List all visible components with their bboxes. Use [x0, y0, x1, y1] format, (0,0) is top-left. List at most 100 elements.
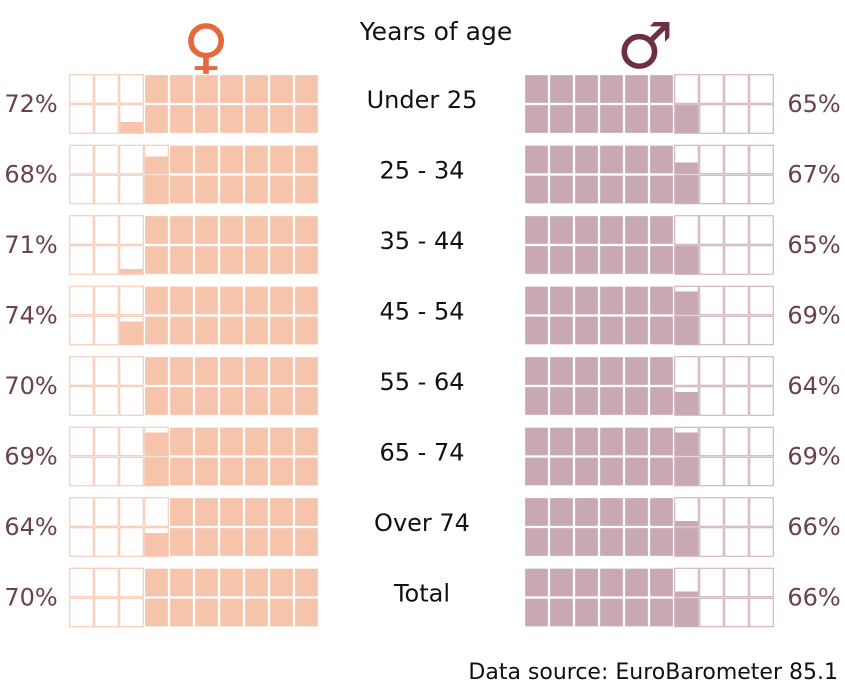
waffle-cell-border: [268, 355, 295, 387]
waffle-cell-border: [268, 174, 295, 205]
male-waffle: [523, 496, 775, 558]
waffle-cell-border: [523, 426, 550, 457]
waffle-cell-border: [648, 456, 675, 487]
waffle-empty-cell: [724, 356, 749, 386]
waffle-cell-border: [193, 103, 220, 135]
waffle-empty-cell: [749, 245, 774, 275]
waffle-cell-border: [218, 315, 245, 346]
waffle-cell-border: [243, 385, 270, 417]
waffle-empty-cell: [94, 356, 119, 386]
waffle-cell-border: [723, 526, 750, 558]
waffle-empty-cell: [674, 386, 699, 416]
waffle-empty-cell: [69, 497, 94, 527]
waffle-empty-cell: [119, 356, 144, 386]
waffle-cell-border: [193, 567, 220, 598]
waffle-empty-cell: [674, 144, 699, 175]
waffle-empty-cell: [119, 426, 144, 457]
waffle-empty-cell: [699, 426, 724, 457]
waffle-cell-border: [623, 597, 650, 628]
waffle-cell-border: [698, 73, 725, 105]
waffle-cell-border: [748, 285, 775, 316]
waffle-cell-border: [523, 285, 550, 316]
waffle-cell-border: [698, 144, 725, 175]
female-value-label: 72%: [4, 90, 57, 118]
waffle-cell-border: [93, 315, 120, 346]
waffle-cell-border: [293, 174, 320, 205]
waffle-empty-cell: [724, 497, 749, 527]
waffle-empty-cell: [674, 567, 699, 598]
waffle-empty-cell: [724, 74, 749, 104]
waffle-cell-border: [548, 144, 575, 175]
waffle-cell-border: [548, 174, 575, 205]
waffle-empty-cell: [724, 456, 749, 487]
waffle-empty-cell: [724, 597, 749, 628]
waffle-cell-border: [118, 426, 145, 457]
waffle-cell-border: [748, 496, 775, 528]
waffle-empty-cell: [144, 527, 169, 557]
waffle-empty-cell: [69, 174, 94, 205]
waffle-empty-cell: [699, 285, 724, 316]
waffle-cell-border: [68, 73, 95, 105]
waffle-empty-cell: [749, 456, 774, 487]
waffle-cell-border: [648, 385, 675, 417]
waffle-cell-border: [723, 244, 750, 276]
waffle-cell-border: [623, 285, 650, 316]
waffle-empty-cell: [69, 426, 94, 457]
male-waffle: [523, 355, 775, 417]
male-value-label: 64%: [787, 372, 840, 400]
waffle-empty-cell: [119, 497, 144, 527]
waffle-cell-border: [193, 214, 220, 246]
waffle-cell-border: [193, 355, 220, 387]
category-label: 25 - 34: [380, 157, 465, 185]
waffle-cell-border: [143, 73, 170, 105]
waffle-empty-cell: [674, 245, 699, 275]
waffle-cell-border: [723, 385, 750, 417]
waffle-cell-border: [118, 567, 145, 598]
waffle-cell-border: [293, 526, 320, 558]
waffle-cell-border: [698, 285, 725, 316]
waffle-cell-border: [268, 315, 295, 346]
waffle-cell-border: [118, 144, 145, 175]
waffle-cell-border: [268, 456, 295, 487]
waffle-empty-cell: [699, 174, 724, 205]
waffle-cell-border: [748, 315, 775, 346]
waffle-cell-border: [748, 174, 775, 205]
waffle-cell-border: [293, 103, 320, 135]
waffle-empty-cell: [724, 567, 749, 598]
waffle-cell-border: [523, 174, 550, 205]
waffle-cell-border: [293, 597, 320, 628]
age-row: 68% 67% 25 - 34: [4, 144, 841, 205]
waffle-cell-border: [573, 456, 600, 487]
waffle-cell-border: [218, 426, 245, 457]
waffle-empty-cell: [119, 567, 144, 598]
female-value-label: 68%: [4, 161, 57, 189]
waffle-cell-border: [698, 526, 725, 558]
waffle-cell-border: [598, 456, 625, 487]
waffle-cell-border: [268, 214, 295, 246]
waffle-fill: [144, 156, 169, 205]
waffle-cell-border: [698, 597, 725, 628]
waffle-cell-border: [598, 285, 625, 316]
waffle-empty-cell: [699, 386, 724, 416]
waffle-empty-cell: [724, 174, 749, 205]
waffle-empty-cell: [69, 245, 94, 275]
waffle-empty-cell: [674, 356, 699, 386]
waffle-cell-border: [523, 315, 550, 346]
waffle-cell-border: [243, 567, 270, 598]
waffle-cell-border: [293, 285, 320, 316]
waffle-fill: [119, 321, 144, 346]
waffle-cell-border: [93, 144, 120, 175]
waffle-cell-border: [623, 144, 650, 175]
waffle-empty-cell: [94, 527, 119, 557]
waffle-cell-border: [548, 456, 575, 487]
waffle-cell-border: [118, 496, 145, 528]
waffle-cell-border: [748, 103, 775, 135]
waffle-cell-border: [143, 285, 170, 316]
waffle-empty-cell: [94, 497, 119, 527]
waffle-fill: [119, 122, 144, 134]
waffle-empty-cell: [119, 285, 144, 316]
waffle-empty-cell: [94, 215, 119, 245]
waffle-empty-cell: [69, 104, 94, 134]
waffle-cell-border: [168, 496, 195, 528]
waffle-cell-border: [168, 214, 195, 246]
